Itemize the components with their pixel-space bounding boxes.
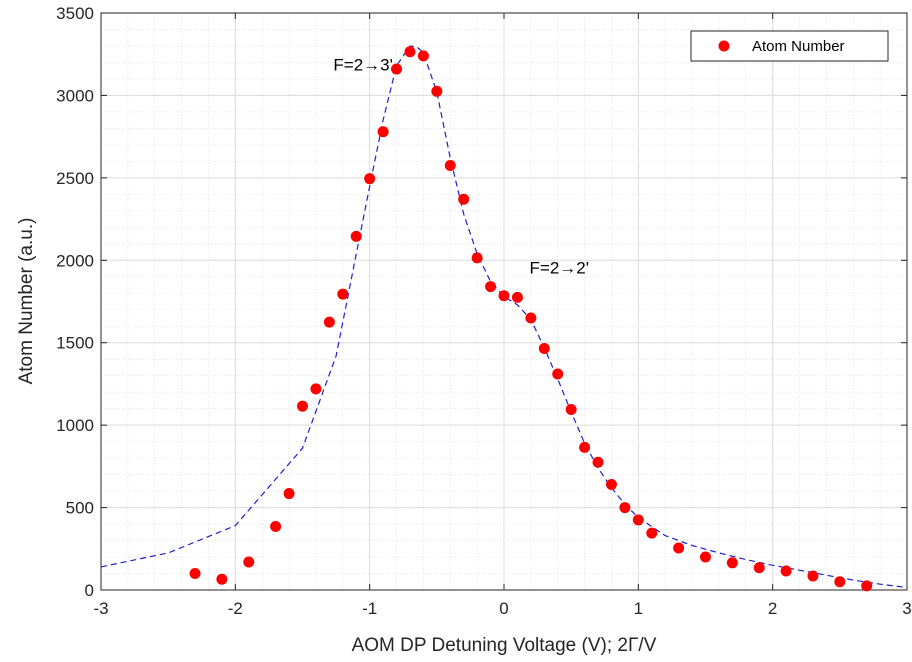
data-point	[525, 312, 537, 324]
data-point	[861, 580, 873, 592]
x-tick-label: -1	[362, 599, 377, 618]
x-axis-label: AOM DP Detuning Voltage (V); 2Γ/V	[352, 635, 657, 656]
data-point	[337, 288, 349, 300]
y-tick-labels: 0 500 1000 1500 2000 2500 3000 3500	[56, 4, 94, 600]
data-point	[511, 291, 523, 303]
data-point	[297, 400, 308, 412]
data-point	[579, 441, 591, 453]
data-point	[431, 85, 443, 97]
annotation-layer: F=2→3' F=2→2'	[333, 56, 589, 278]
x-tick-label: 2	[768, 599, 777, 618]
series-layer	[100, 45, 908, 592]
data-point	[673, 542, 685, 554]
data-point	[310, 383, 322, 395]
data-point	[726, 557, 738, 569]
x-tick-label: 0	[499, 599, 508, 618]
y-tick-label: 1500	[56, 334, 94, 353]
y-tick-label: 0	[85, 581, 94, 600]
data-point	[471, 252, 483, 264]
data-point	[377, 126, 389, 138]
data-point	[350, 230, 362, 242]
data-point	[538, 342, 550, 354]
data-point	[189, 568, 201, 580]
legend: Atom Number	[690, 30, 889, 62]
y-tick-label: 3500	[56, 4, 94, 23]
data-point	[216, 573, 228, 585]
data-point	[458, 193, 470, 205]
y-tick-label: 2500	[56, 169, 94, 188]
data-point	[834, 576, 846, 588]
annotation-label: F=2→2'	[530, 258, 589, 277]
data-point	[364, 173, 376, 185]
data-point	[283, 488, 295, 500]
data-point	[485, 281, 497, 293]
data-point	[632, 514, 644, 526]
data-point	[404, 46, 416, 58]
tick-marks	[100, 12, 908, 591]
data-point	[646, 527, 658, 539]
data-point	[323, 316, 335, 328]
x-tick-label: 3	[902, 599, 911, 618]
data-point	[700, 551, 711, 563]
data-point	[605, 478, 617, 490]
x-tick-label: -3	[93, 599, 108, 618]
data-point	[780, 565, 792, 577]
data-point	[444, 159, 456, 171]
data-point	[391, 63, 403, 75]
y-tick-label: 500	[66, 499, 94, 518]
data-point	[552, 368, 564, 380]
y-tick-label: 2000	[56, 251, 94, 270]
x-tick-label: -2	[228, 599, 243, 618]
data-point	[592, 456, 604, 468]
data-point	[619, 502, 631, 514]
y-axis-label: Atom Number (a.u.)	[16, 218, 37, 385]
y-tick-label: 1000	[56, 416, 94, 435]
data-point	[243, 556, 255, 568]
data-point	[753, 562, 765, 574]
data-point	[498, 290, 510, 302]
data-point	[565, 403, 577, 415]
data-point	[417, 50, 429, 62]
legend-label: Atom Number	[752, 38, 845, 55]
y-tick-label: 3000	[56, 86, 94, 105]
legend-marker	[718, 40, 730, 52]
x-tick-label: 1	[634, 599, 643, 618]
annotation-label: F=2→3'	[333, 56, 392, 75]
data-point	[807, 570, 819, 582]
x-tick-labels: -3 -2 -1 0 1 2 3	[93, 599, 911, 618]
data-point	[270, 521, 282, 533]
